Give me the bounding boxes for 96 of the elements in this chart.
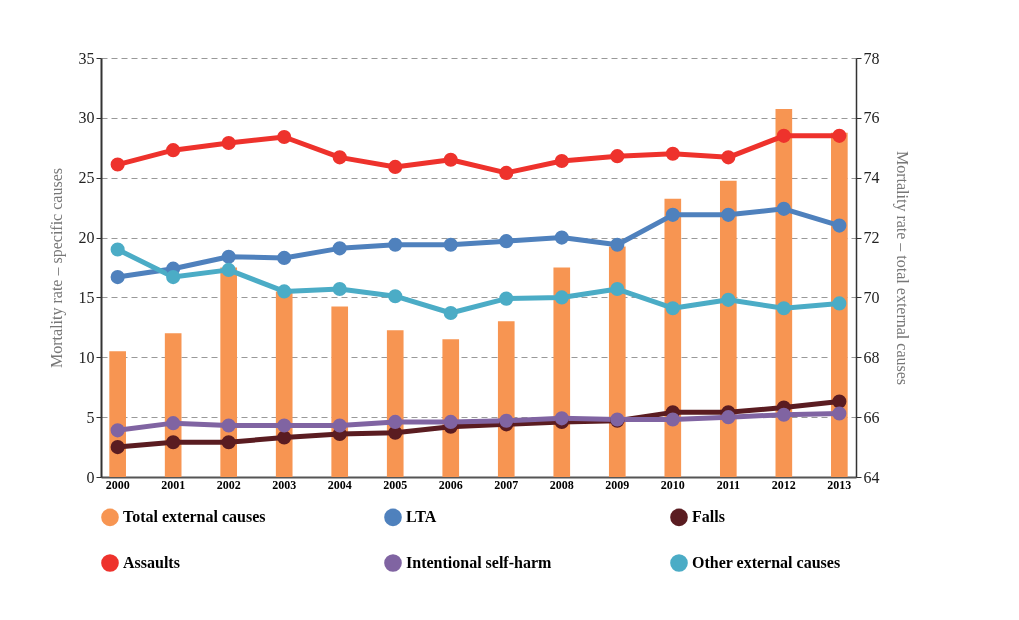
point xyxy=(110,242,125,257)
point xyxy=(443,414,458,429)
point xyxy=(388,237,403,252)
point xyxy=(110,157,125,172)
point xyxy=(721,150,736,165)
point xyxy=(110,440,125,455)
point xyxy=(776,201,791,216)
y2-tick-label: 70 xyxy=(863,288,880,306)
point xyxy=(832,406,847,421)
point xyxy=(110,270,125,285)
point xyxy=(443,237,458,252)
point xyxy=(776,301,791,316)
x-tick-label: 2012 xyxy=(771,477,796,492)
point xyxy=(388,159,403,174)
y2-tick-label: 72 xyxy=(863,229,880,247)
y-tick-label: 35 xyxy=(78,49,95,67)
x-tick-label: 2003 xyxy=(272,477,297,492)
point xyxy=(665,301,680,316)
point xyxy=(832,218,847,233)
point xyxy=(832,394,847,409)
point xyxy=(721,410,736,425)
point xyxy=(166,435,181,450)
y-axis-title: Mortality rate – specific causes xyxy=(47,168,66,368)
x-tick-label: 2005 xyxy=(383,477,408,492)
point xyxy=(166,270,181,285)
point xyxy=(832,128,847,143)
x-tick-label: 2010 xyxy=(660,477,685,492)
point xyxy=(665,412,680,427)
point xyxy=(610,237,625,252)
x-tick-label: 2007 xyxy=(494,477,519,492)
point xyxy=(499,234,514,249)
point xyxy=(332,150,347,165)
y-tick-label: 5 xyxy=(86,408,95,426)
y-tick-label: 10 xyxy=(78,348,95,366)
point xyxy=(554,290,569,305)
y2-tick-label: 64 xyxy=(863,468,880,486)
x-tick-label: 2006 xyxy=(438,477,463,492)
x-tick-label: 2013 xyxy=(827,477,852,492)
point xyxy=(277,250,292,265)
x-tick-label: 2009 xyxy=(605,477,630,492)
y-tick-label: 15 xyxy=(78,288,95,306)
x-tick-label: 2002 xyxy=(216,477,241,492)
point xyxy=(221,435,236,450)
point xyxy=(332,241,347,256)
y2-axis-title: Mortality rate – total external causes xyxy=(892,150,911,386)
point xyxy=(443,305,458,321)
y-tick-label: 0 xyxy=(86,468,95,486)
legend-label: Total external causes xyxy=(123,508,266,526)
point xyxy=(332,281,347,297)
x-tick-label: 2008 xyxy=(549,477,574,492)
point xyxy=(110,423,125,438)
x-tick-label: 2004 xyxy=(327,477,352,492)
point xyxy=(221,135,236,151)
point xyxy=(554,153,569,169)
point xyxy=(665,207,680,222)
y2-tick-label: 74 xyxy=(863,169,880,187)
y-tick-label: 20 xyxy=(78,229,95,247)
point xyxy=(610,149,625,164)
point xyxy=(332,418,347,433)
point xyxy=(277,430,292,445)
point xyxy=(166,143,181,158)
point xyxy=(221,249,236,264)
point xyxy=(499,165,514,180)
point xyxy=(443,152,458,167)
point xyxy=(832,296,847,311)
x-tick-label: 2001 xyxy=(161,477,186,492)
point xyxy=(277,284,292,299)
point xyxy=(499,413,514,428)
y2-tick-label: 76 xyxy=(863,109,880,127)
point xyxy=(388,289,403,304)
point xyxy=(554,230,569,245)
point xyxy=(221,418,236,433)
point xyxy=(166,416,181,431)
point xyxy=(221,262,236,277)
x-tick-label: 2000 xyxy=(105,477,130,492)
point xyxy=(776,128,791,143)
legend-label: Falls xyxy=(692,508,725,526)
legend-label: Intentional self-harm xyxy=(406,554,552,571)
y2-tick-label: 78 xyxy=(863,49,880,67)
legend-label: Assaults xyxy=(123,554,180,571)
point xyxy=(277,418,292,433)
y2-tick-label: 66 xyxy=(863,408,880,426)
point xyxy=(776,407,791,422)
y2-tick-label: 68 xyxy=(863,348,880,366)
legend-label: Other external causes xyxy=(692,554,841,571)
x-tick-label: 2011 xyxy=(716,477,740,492)
y-tick-label: 30 xyxy=(78,109,95,127)
point xyxy=(721,292,736,307)
y-tick-label: 25 xyxy=(78,169,95,187)
point xyxy=(610,281,625,297)
point xyxy=(388,414,403,429)
point xyxy=(721,207,736,222)
legend-label: LTA xyxy=(406,508,437,526)
point xyxy=(665,146,680,161)
point xyxy=(499,291,514,306)
point xyxy=(277,129,292,145)
